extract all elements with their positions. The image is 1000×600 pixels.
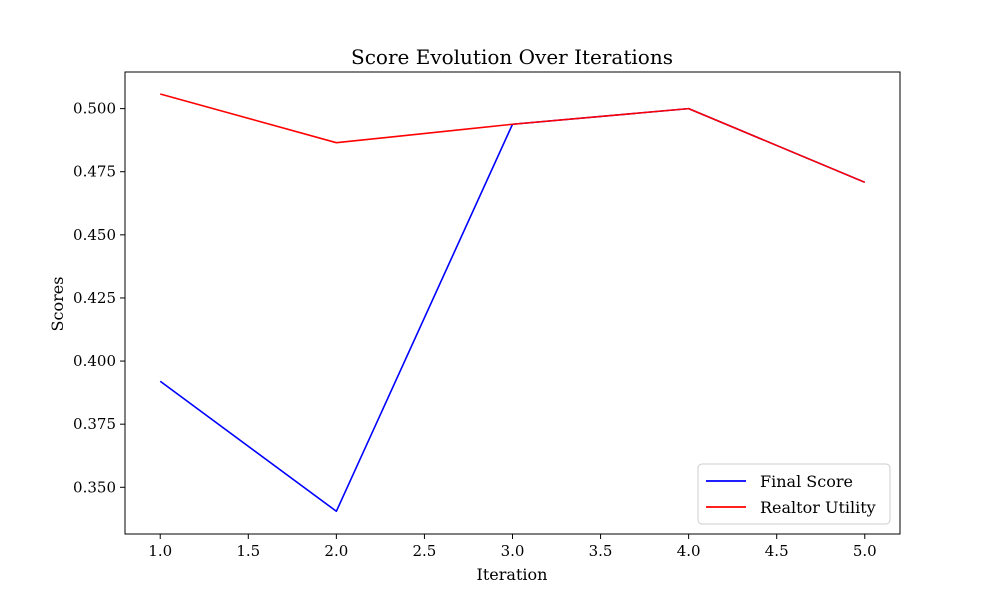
y-tick-label: 0.475 — [73, 163, 116, 181]
x-tick-label: 3.5 — [589, 542, 613, 560]
y-axis-label: Scores — [48, 277, 67, 332]
plot-area: 1.0 1.5 2.0 2.5 3.0 3.5 4.0 4.5 5.0 0.350 0.375 0.4… — [73, 71, 901, 560]
series-line-realtor-utility — [160, 93, 866, 184]
y-tick-label: 0.425 — [73, 289, 116, 307]
x-tick-label: 3.0 — [501, 542, 525, 560]
x-tick-label: 2.0 — [324, 542, 348, 560]
chart-title: Score Evolution Over Iterations — [351, 45, 673, 69]
y-tick-label: 0.450 — [73, 226, 116, 244]
axes-frame — [124, 71, 901, 535]
x-tick-label: 5.0 — [853, 542, 877, 560]
y-tick-label: 0.400 — [73, 352, 116, 370]
y-tick-label: 0.350 — [73, 478, 116, 496]
legend: Final Score Realtor Utility — [697, 463, 891, 525]
y-tick-label: 0.500 — [73, 100, 116, 118]
legend-box — [697, 463, 891, 525]
legend-label-final-score: Final Score — [760, 472, 853, 491]
legend-label-realtor-utility: Realtor Utility — [760, 498, 876, 517]
x-tick-label: 1.5 — [236, 542, 260, 560]
x-tick-label: 4.0 — [677, 542, 701, 560]
x-tick-label: 4.5 — [765, 542, 789, 560]
x-axis-label: Iteration — [477, 565, 548, 584]
x-tick-label: 2.5 — [413, 542, 437, 560]
series-line-final-score — [159, 107, 866, 513]
y-tick-label: 0.375 — [73, 415, 116, 433]
x-tick-label: 1.0 — [148, 542, 172, 560]
